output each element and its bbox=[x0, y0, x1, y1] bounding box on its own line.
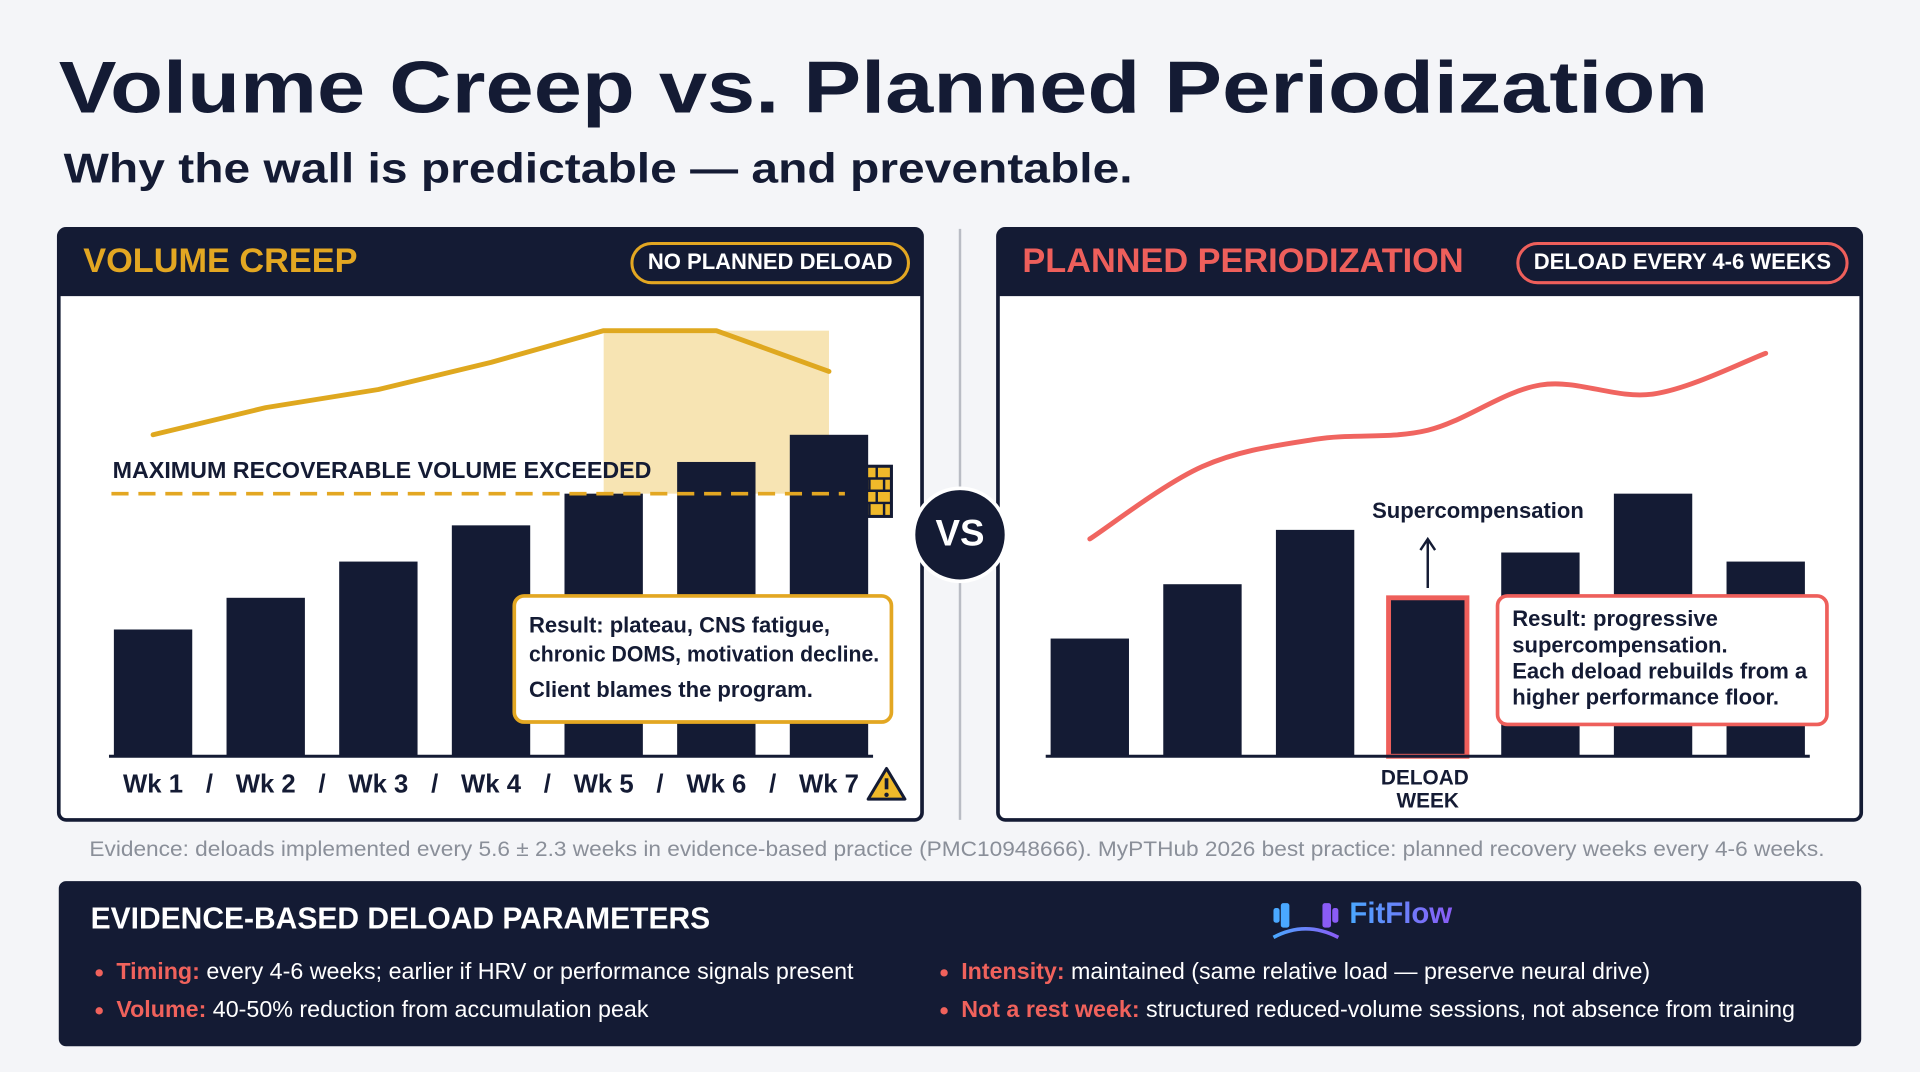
bar bbox=[339, 561, 418, 757]
separator: / bbox=[318, 770, 325, 798]
x-tick-label: Wk 6 bbox=[686, 770, 746, 798]
callout-line: Result: plateau, CNS fatigue, bbox=[529, 612, 830, 637]
parameter-label: Timing: bbox=[116, 958, 200, 984]
callout-line: higher performance floor. bbox=[1512, 684, 1779, 709]
callout-box bbox=[1495, 594, 1829, 727]
bar bbox=[1163, 584, 1242, 757]
bullet bbox=[940, 969, 948, 977]
bar bbox=[226, 597, 305, 757]
chart: VOLUME CREEP NO PLANNED DELOAD MAXIMUM REC… bbox=[83, 241, 911, 798]
parameter-text: maintained (same relative load — preserv… bbox=[1065, 958, 1651, 984]
callout-box bbox=[512, 594, 894, 724]
badge-label: NO PLANNED DELOAD bbox=[648, 249, 893, 274]
x-tick-label: Wk 4 bbox=[461, 770, 522, 798]
trend-line bbox=[1087, 350, 1769, 542]
parameter-item: Timing: every 4-6 weeks; earlier if HRV … bbox=[116, 958, 854, 984]
x-tick-label: Wk 3 bbox=[348, 770, 408, 798]
parameter-text: 40-50% reduction from accumulation peak bbox=[206, 996, 648, 1022]
bullet bbox=[95, 969, 103, 977]
parameters-title: EVIDENCE-BASED DELOAD PARAMETERS bbox=[91, 901, 711, 935]
parameter-item: Not a rest week: structured reduced-volu… bbox=[961, 996, 1795, 1022]
bar bbox=[113, 629, 193, 757]
callout-line: Result: progressive bbox=[1512, 606, 1718, 631]
badge bbox=[1516, 241, 1849, 285]
x-tick-label: Wk 1 bbox=[123, 770, 183, 798]
x-tick-label: Wk 2 bbox=[236, 770, 296, 798]
callout-line: supercompensation. bbox=[1512, 632, 1727, 657]
annotation: Supercompensation bbox=[1372, 498, 1584, 523]
threshold-label: MAXIMUM RECOVERABLE VOLUME EXCEEDED bbox=[113, 457, 652, 483]
separator: / bbox=[431, 770, 438, 798]
x-tick-label: Wk 7 bbox=[799, 770, 859, 798]
deload-label: DELOAD WEEK bbox=[1381, 766, 1475, 812]
page-title: Volume Creep vs. Planned Periodization bbox=[59, 46, 1708, 128]
evidence-note: Evidence: deloads implemented every 5.6 … bbox=[89, 837, 1824, 861]
parameter-item: Intensity: maintained (same relative loa… bbox=[961, 958, 1650, 984]
chart: PLANNED PERIODIZATION DELOAD EVERY 4-6 WE… bbox=[1022, 241, 1849, 812]
parameter-label: Not a rest week: bbox=[961, 996, 1139, 1022]
brand-name: FitFlow bbox=[1349, 897, 1452, 930]
badge bbox=[630, 241, 911, 285]
brand-icon bbox=[1272, 903, 1340, 940]
panel-header bbox=[997, 228, 1862, 297]
warning-icon bbox=[866, 766, 907, 801]
parameter-label: Intensity: bbox=[961, 958, 1064, 984]
bar bbox=[1386, 595, 1470, 759]
chart-title: PLANNED PERIODIZATION bbox=[1022, 242, 1463, 280]
bar bbox=[1050, 638, 1129, 757]
callout-line: Client blames the program. bbox=[529, 677, 813, 702]
vs-label: VS bbox=[936, 513, 985, 554]
separator: / bbox=[206, 770, 213, 798]
chart-title: VOLUME CREEP bbox=[83, 242, 357, 280]
badge-label: DELOAD EVERY 4-6 WEEKS bbox=[1534, 249, 1831, 274]
bullet bbox=[940, 1007, 948, 1015]
bullet bbox=[95, 1007, 103, 1015]
parameters-box bbox=[58, 881, 1862, 1047]
separator: / bbox=[544, 770, 551, 798]
annotation-arrowhead bbox=[1419, 536, 1437, 551]
x-tick-label: Wk 5 bbox=[574, 770, 634, 798]
parameter-list: Timing: every 4-6 weeks; earlier if HRV … bbox=[95, 958, 1795, 1022]
parameter-label: Volume: bbox=[116, 996, 206, 1022]
charts: VOLUME CREEP NO PLANNED DELOAD MAXIMUM REC… bbox=[83, 241, 1849, 812]
vs-badge bbox=[911, 486, 1009, 584]
bar bbox=[1275, 529, 1355, 757]
page-subtitle: Why the wall is predictable — and preven… bbox=[64, 144, 1133, 191]
callout-line: chronic DOMS, motivation decline. bbox=[529, 642, 879, 667]
parameter-item: Volume: 40-50% reduction from accumulati… bbox=[116, 996, 649, 1022]
parameter-text: every 4-6 weeks; earlier if HRV or perfo… bbox=[200, 958, 854, 984]
parameter-text: structured reduced-volume sessions, not … bbox=[1140, 996, 1795, 1022]
separator: / bbox=[769, 770, 776, 798]
separator: / bbox=[656, 770, 663, 798]
trend-line bbox=[150, 328, 832, 438]
callout-line: Each deload rebuilds from a bbox=[1512, 658, 1808, 683]
panel-header bbox=[58, 228, 923, 297]
